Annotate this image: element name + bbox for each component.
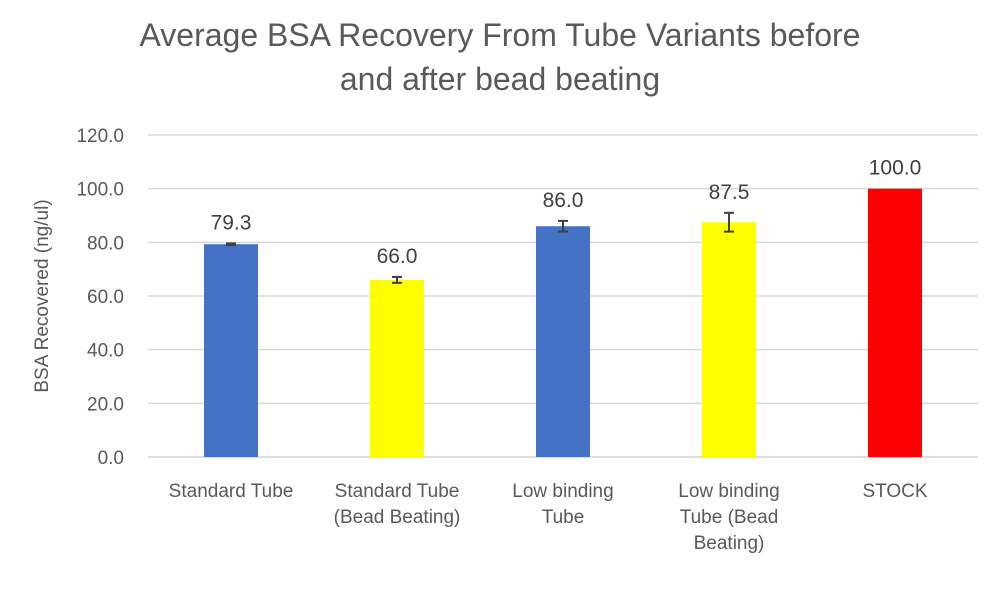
x-tick-label: Low binding (512, 481, 613, 502)
data-label: 66.0 (377, 245, 418, 268)
bar (702, 222, 756, 457)
y-tick-label: 20.0 (87, 394, 124, 415)
y-tick-label: 80.0 (87, 233, 124, 254)
y-tick-label: 100.0 (76, 180, 124, 201)
x-tick-label: Standard Tube (169, 481, 294, 502)
error-bar (392, 275, 402, 284)
chart-title-line-2: and after bead beating (340, 61, 660, 97)
y-tick-label: 0.0 (98, 448, 124, 469)
x-tick-label: (Bead Beating) (334, 507, 461, 528)
x-tick-label: Tube (542, 507, 585, 528)
y-tick-label: 120.0 (76, 126, 124, 147)
bar (204, 244, 258, 457)
x-tick-label: Tube (Bead (680, 507, 779, 528)
error-bar (724, 211, 734, 233)
y-tick-label: 60.0 (87, 287, 124, 308)
data-label: 79.3 (211, 211, 252, 234)
bar (536, 226, 590, 457)
y-tick-label: 40.0 (87, 341, 124, 362)
x-tick-label: Standard Tube (335, 481, 460, 502)
error-bar (226, 242, 236, 247)
y-axis-label: BSA Recovered (ng/ul) (32, 199, 53, 392)
error-bar (558, 219, 568, 233)
x-tick-label: Beating) (694, 533, 765, 554)
data-label: 87.5 (709, 181, 750, 204)
x-tick-label: STOCK (862, 481, 927, 502)
x-tick-label: Low binding (678, 481, 779, 502)
bar (868, 188, 922, 457)
bar (370, 279, 424, 457)
data-label: 86.0 (543, 189, 584, 212)
data-label: 100.0 (869, 157, 922, 180)
chart-title-line-1: Average BSA Recovery From Tube Variants … (140, 17, 861, 53)
